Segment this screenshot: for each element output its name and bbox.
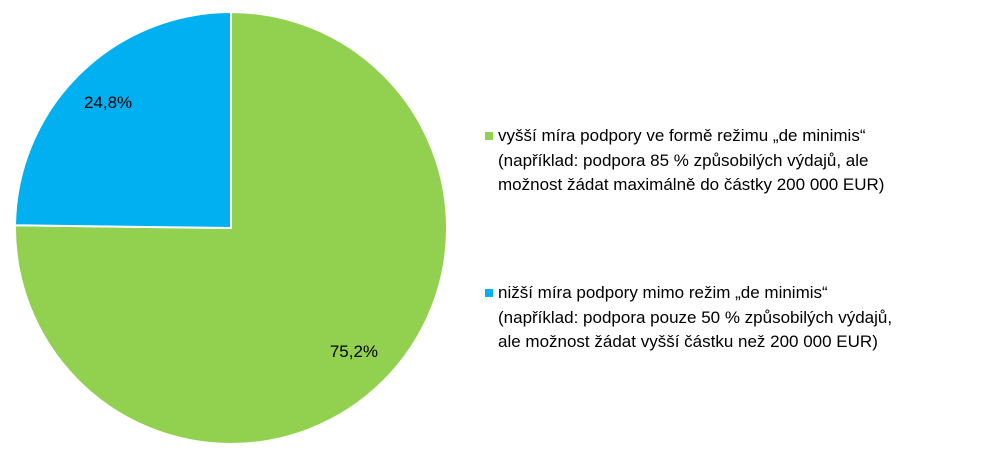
legend-entry: vyšší míra podpory ve formě režimu „de m… bbox=[482, 124, 884, 198]
pie-slice bbox=[14, 10, 232, 230]
legend-text: vyšší míra podpory ve formě režimu „de m… bbox=[498, 126, 885, 194]
legend-swatch bbox=[485, 289, 493, 297]
data-label: 75,2% bbox=[330, 342, 378, 361]
legend-entry: nižší míra podpory mimo režim „de minimi… bbox=[482, 281, 892, 355]
data-label: 24,8% bbox=[84, 93, 132, 112]
legend-swatch bbox=[485, 132, 493, 140]
legend-text: nižší míra podpory mimo režim „de minimi… bbox=[498, 283, 893, 351]
